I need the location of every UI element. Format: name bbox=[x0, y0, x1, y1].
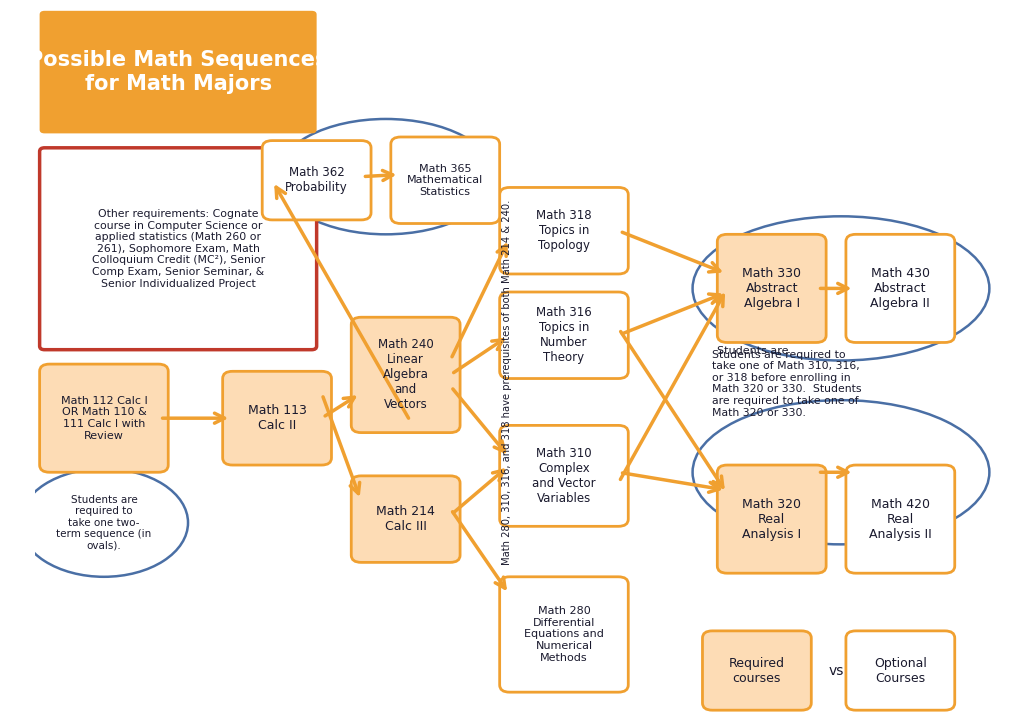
Text: Math 320
Real
Analysis I: Math 320 Real Analysis I bbox=[742, 497, 802, 541]
FancyBboxPatch shape bbox=[500, 577, 629, 692]
FancyBboxPatch shape bbox=[500, 425, 629, 526]
Text: Required
courses: Required courses bbox=[729, 657, 784, 684]
Text: Math 365
Mathematical
Statistics: Math 365 Mathematical Statistics bbox=[408, 164, 483, 197]
Text: Math 430
Abstract
Algebra II: Math 430 Abstract Algebra II bbox=[870, 267, 930, 310]
FancyBboxPatch shape bbox=[391, 137, 500, 224]
Text: Math 280
Differential
Equations and
Numerical
Methods: Math 280 Differential Equations and Nume… bbox=[524, 606, 604, 663]
FancyBboxPatch shape bbox=[351, 476, 460, 562]
Text: Math 280, 310, 316, and 318 have prerequisites of both Math 214 & 240.: Math 280, 310, 316, and 318 have prerequ… bbox=[502, 200, 512, 565]
FancyBboxPatch shape bbox=[500, 292, 629, 379]
FancyBboxPatch shape bbox=[717, 234, 826, 342]
Text: Math 113
Calc II: Math 113 Calc II bbox=[248, 404, 306, 432]
Text: Optional
Courses: Optional Courses bbox=[873, 657, 927, 684]
Text: Other requirements: Cognate
course in Computer Science or
applied statistics (Ma: Other requirements: Cognate course in Co… bbox=[91, 209, 264, 288]
Text: Math 310
Complex
and Vector
Variables: Math 310 Complex and Vector Variables bbox=[532, 447, 596, 505]
FancyBboxPatch shape bbox=[500, 187, 629, 274]
FancyBboxPatch shape bbox=[40, 11, 316, 133]
Text: Math 214
Calc III: Math 214 Calc III bbox=[376, 505, 435, 533]
FancyBboxPatch shape bbox=[40, 148, 316, 350]
FancyBboxPatch shape bbox=[702, 631, 811, 710]
Text: Math 112 Calc I
OR Math 110 &
111 Calc I with
Review: Math 112 Calc I OR Math 110 & 111 Calc I… bbox=[60, 396, 147, 441]
Text: Students are
required to
take one two-
term sequence (in
ovals).: Students are required to take one two- t… bbox=[56, 495, 152, 551]
Text: Students are: Students are bbox=[717, 346, 793, 356]
FancyBboxPatch shape bbox=[351, 317, 460, 433]
Text: Math 240
Linear
Algebra
and
Vectors: Math 240 Linear Algebra and Vectors bbox=[378, 338, 433, 412]
FancyBboxPatch shape bbox=[846, 234, 954, 342]
FancyBboxPatch shape bbox=[846, 631, 954, 710]
FancyBboxPatch shape bbox=[262, 141, 371, 220]
Text: vs: vs bbox=[828, 663, 844, 678]
Text: Possible Math Sequences
for Math Majors: Possible Math Sequences for Math Majors bbox=[29, 50, 328, 94]
FancyBboxPatch shape bbox=[222, 371, 332, 465]
Text: Math 318
Topics in
Topology: Math 318 Topics in Topology bbox=[537, 209, 592, 252]
Text: Math 330
Abstract
Algebra I: Math 330 Abstract Algebra I bbox=[742, 267, 801, 310]
Text: Students are required to
take one of Math 310, 316,
or 318 before enrolling in
M: Students are required to take one of Mat… bbox=[713, 350, 862, 417]
Text: Math 420
Real
Analysis II: Math 420 Real Analysis II bbox=[869, 497, 932, 541]
Text: Math 316
Topics in
Number
Theory: Math 316 Topics in Number Theory bbox=[537, 306, 592, 364]
FancyBboxPatch shape bbox=[40, 364, 168, 472]
FancyBboxPatch shape bbox=[717, 465, 826, 573]
FancyBboxPatch shape bbox=[846, 465, 954, 573]
Text: Math 362
Probability: Math 362 Probability bbox=[286, 167, 348, 194]
